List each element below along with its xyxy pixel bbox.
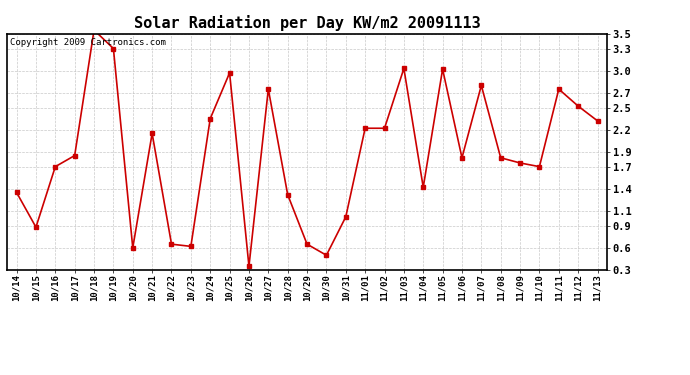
Title: Solar Radiation per Day KW/m2 20091113: Solar Radiation per Day KW/m2 20091113 bbox=[134, 15, 480, 31]
Text: Copyright 2009 Cartronics.com: Copyright 2009 Cartronics.com bbox=[10, 39, 166, 48]
